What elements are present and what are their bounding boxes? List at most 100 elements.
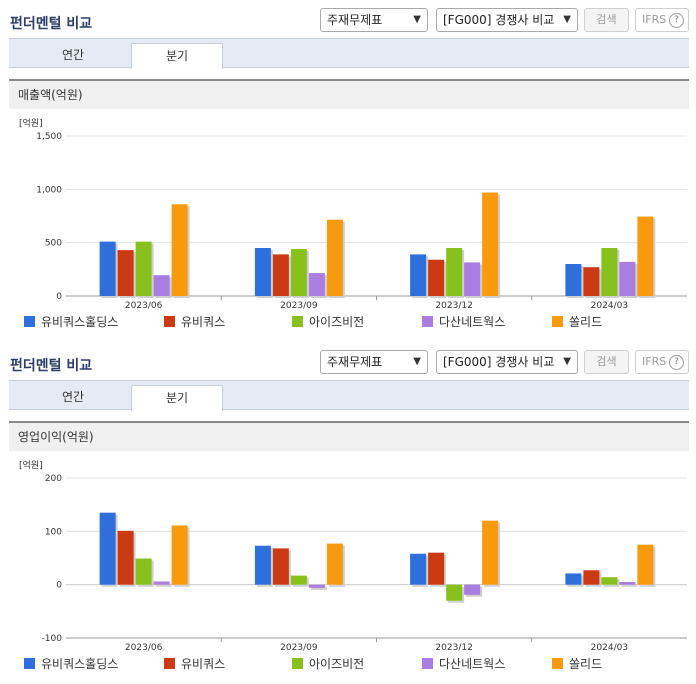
legend-label: 쏠리드 [569, 315, 603, 329]
bar[interactable] [583, 570, 600, 585]
legend-item[interactable]: 유비쿼스 [164, 655, 225, 672]
y-tick-label: 1,000 [36, 185, 62, 195]
legend-item[interactable]: 유비쿼스 [164, 313, 225, 330]
bar[interactable] [464, 262, 481, 296]
tab-annual[interactable]: 연간 [61, 390, 85, 404]
ifrs-button[interactable]: IFRS? [635, 8, 689, 32]
bar[interactable] [410, 254, 427, 296]
bar[interactable] [326, 219, 343, 296]
legend-label: 다산네트웍스 [439, 315, 506, 329]
bar[interactable] [619, 582, 636, 585]
bar[interactable] [153, 275, 170, 296]
sales-bar-chart: [억원] 0 500 1,000 1,500 2023/06 2023/09 2023/12 2… [19, 117, 687, 311]
legend-item[interactable]: 아이즈비전 [292, 313, 364, 330]
bar[interactable] [117, 250, 134, 296]
compare-select-value: [FG000] 경쟁사 비교 [443, 355, 555, 369]
bar[interactable] [272, 548, 289, 585]
legend-swatch [24, 316, 35, 327]
bar[interactable] [446, 584, 463, 601]
help-icon[interactable]: ? [669, 13, 684, 28]
y-tick-label: 500 [45, 239, 62, 249]
bar[interactable] [290, 575, 307, 585]
bar[interactable] [601, 248, 618, 296]
bar-shadow [621, 584, 638, 587]
y-unit-label: [억원] [19, 117, 43, 129]
legend-item[interactable]: 쏠리드 [552, 313, 602, 330]
x-tick-label: 2023/12 [435, 643, 472, 653]
compare-select[interactable]: [FG000] 경쟁사 비교 ▼ [436, 8, 578, 32]
bar[interactable] [153, 581, 170, 585]
bar[interactable] [482, 520, 499, 585]
legend-item[interactable]: 유비쿼스홀딩스 [24, 655, 118, 672]
bar[interactable] [565, 264, 582, 296]
bar[interactable] [135, 558, 152, 585]
bar[interactable] [171, 204, 188, 296]
legend-item[interactable]: 유비쿼스홀딩스 [24, 313, 118, 330]
compare-select[interactable]: [FG000] 경쟁사 비교 ▼ [436, 350, 578, 374]
legend-swatch [552, 316, 563, 327]
bar[interactable] [464, 584, 481, 595]
bar[interactable] [446, 248, 463, 296]
tab-quarterly[interactable]: 분기 [131, 43, 223, 69]
bar[interactable] [482, 192, 499, 296]
x-tick-label: 2023/12 [435, 301, 472, 311]
bar[interactable] [428, 552, 445, 585]
bar[interactable] [254, 545, 271, 585]
bar[interactable] [272, 254, 289, 296]
bar[interactable] [601, 577, 618, 585]
statement-select[interactable]: 주재무제표 ▼ [320, 8, 428, 32]
panel-title: 펀더멘털 비교 [10, 16, 93, 32]
bar[interactable] [308, 273, 325, 296]
chevron-down-icon: ▼ [413, 356, 421, 367]
bar[interactable] [428, 259, 445, 296]
legend-item[interactable]: 아이즈비전 [292, 655, 364, 672]
statement-select[interactable]: 주재무제표 ▼ [320, 350, 428, 374]
operating-profit-bar-chart: [억원] -100 0 100 200 2023/06 2023/09 2023/12 2024… [19, 459, 687, 653]
legend-swatch [24, 658, 35, 669]
ifrs-button[interactable]: IFRS? [635, 350, 689, 374]
search-button[interactable]: 검색 [584, 350, 629, 374]
bar[interactable] [99, 512, 116, 585]
legend-item[interactable]: 다산네트웍스 [422, 313, 505, 330]
statement-select-value: 주재무제표 [327, 13, 383, 27]
y-tick-label: 200 [45, 474, 62, 484]
legend-label: 유비쿼스홀딩스 [41, 657, 119, 671]
x-tick-label: 2023/06 [125, 301, 163, 311]
legend-swatch [164, 316, 175, 327]
bar[interactable] [583, 267, 600, 296]
chevron-down-icon: ▼ [413, 14, 421, 25]
bar[interactable] [99, 241, 116, 296]
y-tick-label: 1,500 [36, 132, 62, 142]
legend-label: 아이즈비전 [309, 315, 365, 329]
y-unit-label: [억원] [19, 459, 43, 471]
bar[interactable] [308, 584, 325, 588]
tab-quarterly[interactable]: 분기 [131, 385, 223, 411]
legend-label: 아이즈비전 [309, 657, 365, 671]
panel-title: 펀더멘털 비교 [10, 358, 93, 374]
x-tick-label: 2024/03 [591, 301, 628, 311]
legend-item[interactable]: 쏠리드 [552, 655, 602, 672]
legend-label: 유비쿼스 [181, 315, 226, 329]
bar[interactable] [410, 553, 427, 585]
legend-swatch [422, 658, 433, 669]
fundamental-compare-panel-sales: 펀더멘털 비교 주재무제표 ▼ [FG000] 경쟁사 비교 ▼ 검색 IFRS? … [9, 8, 689, 330]
legend-label: 쏠리드 [569, 657, 603, 671]
bar[interactable] [135, 241, 152, 296]
bar[interactable] [290, 249, 307, 296]
period-tabs: 연간 분기 [9, 380, 689, 411]
bar[interactable] [171, 525, 188, 585]
fundamental-compare-panel-operating-profit: 펀더멘털 비교 주재무제표 ▼ [FG000] 경쟁사 비교 ▼ 검색 IFRS? … [0, 342, 696, 684]
bar[interactable] [637, 544, 654, 585]
search-button[interactable]: 검색 [584, 8, 629, 32]
legend-item[interactable]: 다산네트웍스 [422, 655, 505, 672]
bar[interactable] [565, 573, 582, 585]
bar[interactable] [637, 216, 654, 296]
help-icon[interactable]: ? [669, 355, 684, 370]
x-tick-label: 2023/06 [125, 643, 163, 653]
tab-annual[interactable]: 연간 [61, 48, 85, 62]
bar[interactable] [117, 530, 134, 585]
x-tick-label: 2023/09 [280, 643, 318, 653]
bar[interactable] [619, 261, 636, 296]
bar[interactable] [254, 248, 271, 296]
bar[interactable] [326, 543, 343, 585]
